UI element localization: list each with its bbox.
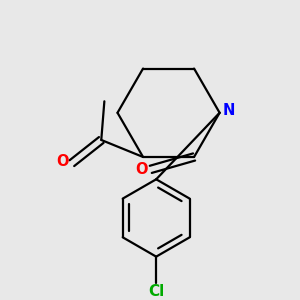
Text: O: O: [135, 162, 148, 177]
Text: O: O: [56, 154, 69, 169]
Text: Cl: Cl: [148, 284, 164, 299]
Text: N: N: [223, 103, 235, 118]
